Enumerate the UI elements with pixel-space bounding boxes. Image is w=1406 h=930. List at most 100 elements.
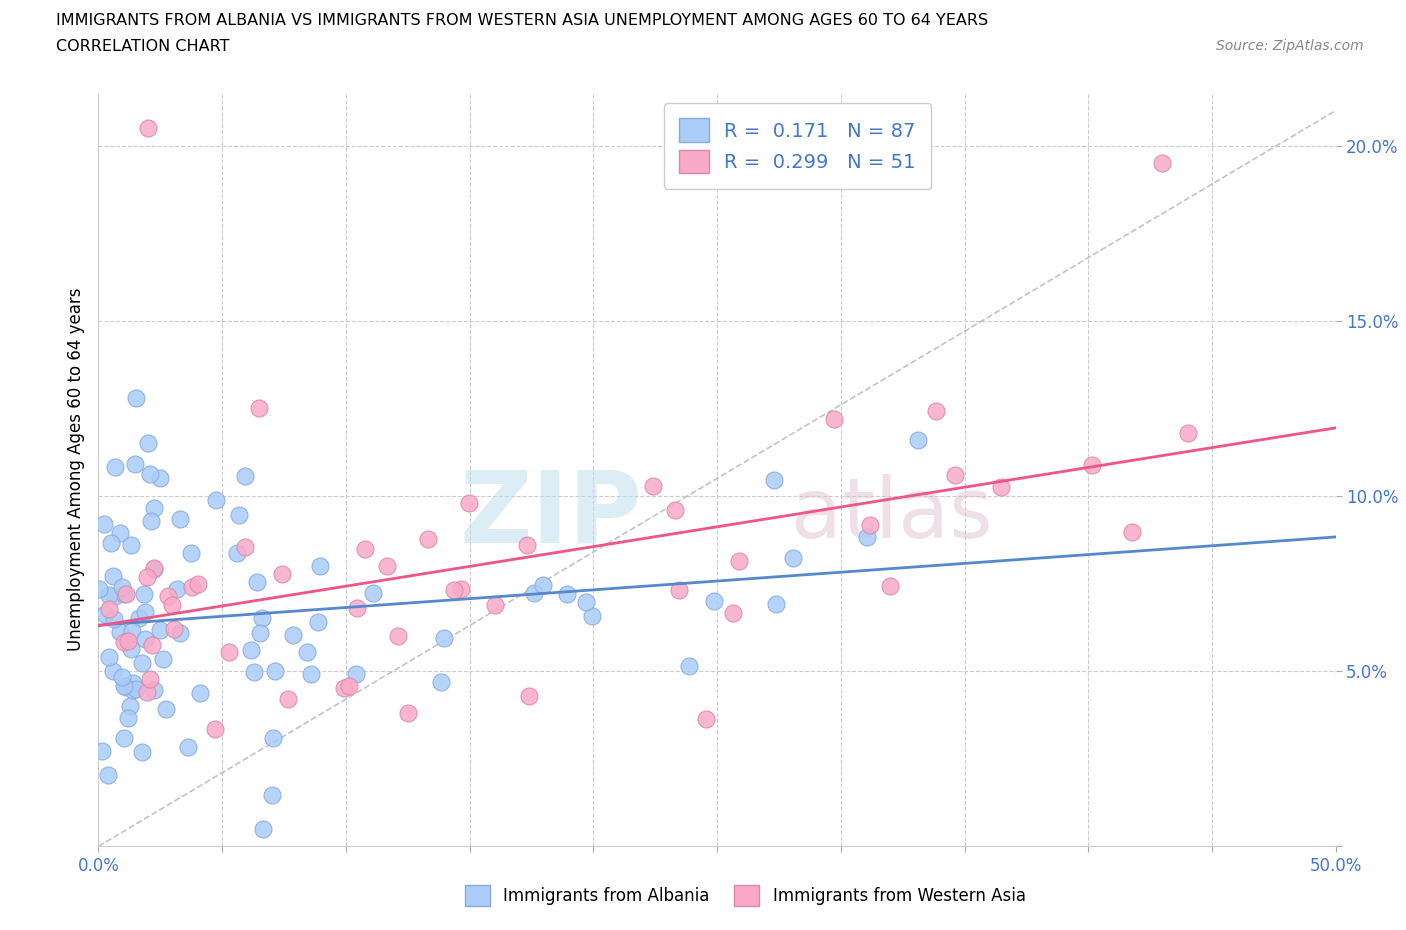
Point	[375, 558, 398, 573]
Point	[823, 412, 845, 427]
Point	[142, 561, 165, 576]
Point	[139, 467, 162, 482]
Point	[246, 575, 269, 590]
Point	[727, 553, 749, 568]
Point	[108, 625, 131, 640]
Point	[484, 598, 506, 613]
Text: ZIP: ZIP	[460, 466, 643, 564]
Point	[149, 623, 172, 638]
Point	[100, 536, 122, 551]
Point	[181, 579, 204, 594]
Point	[114, 635, 136, 650]
Point	[531, 578, 554, 592]
Point	[703, 593, 725, 608]
Point	[252, 611, 274, 626]
Point	[555, 587, 578, 602]
Point	[112, 587, 135, 602]
Point	[333, 681, 356, 696]
Point	[104, 588, 127, 603]
Point	[283, 627, 305, 642]
Point	[695, 711, 717, 726]
Point	[678, 658, 700, 673]
Point	[299, 666, 322, 681]
Point	[136, 436, 159, 451]
Point	[188, 685, 211, 700]
Text: atlas: atlas	[792, 474, 993, 555]
Point	[225, 545, 247, 560]
Point	[523, 585, 546, 600]
Point	[149, 471, 172, 485]
Point	[517, 688, 540, 703]
Point	[855, 530, 877, 545]
Point	[141, 513, 163, 528]
Point	[859, 517, 882, 532]
Point	[136, 121, 159, 136]
Point	[124, 391, 146, 405]
Point	[782, 551, 804, 565]
Point	[157, 588, 180, 603]
Point	[943, 468, 966, 483]
Point	[295, 644, 318, 659]
Point	[125, 682, 148, 697]
Point	[101, 568, 124, 583]
Point	[180, 546, 202, 561]
Point	[122, 683, 145, 698]
Y-axis label: Unemployment Among Ages 60 to 64 years: Unemployment Among Ages 60 to 64 years	[66, 288, 84, 651]
Point	[641, 478, 664, 493]
Point	[239, 643, 262, 658]
Point	[98, 602, 121, 617]
Point	[93, 517, 115, 532]
Point	[416, 531, 439, 546]
Point	[990, 480, 1012, 495]
Point	[94, 606, 117, 621]
Point	[103, 612, 125, 627]
Point	[177, 739, 200, 754]
Point	[433, 631, 456, 645]
Point	[141, 637, 163, 652]
Point	[450, 582, 472, 597]
Point	[668, 582, 690, 597]
Point	[271, 567, 294, 582]
Point	[87, 582, 110, 597]
Point	[361, 586, 384, 601]
Point	[160, 598, 183, 613]
Point	[91, 743, 114, 758]
Point	[114, 587, 136, 602]
Point	[262, 731, 284, 746]
Text: Source: ZipAtlas.com: Source: ZipAtlas.com	[1216, 39, 1364, 53]
Point	[152, 651, 174, 666]
Point	[97, 767, 120, 782]
Point	[112, 679, 135, 694]
Point	[124, 457, 146, 472]
Point	[458, 496, 481, 511]
Point	[387, 629, 409, 644]
Point	[120, 538, 142, 552]
Point	[1177, 426, 1199, 441]
Point	[581, 608, 603, 623]
Point	[721, 605, 744, 620]
Point	[309, 558, 332, 573]
Point	[134, 632, 156, 647]
Point	[765, 597, 787, 612]
Point	[97, 649, 120, 664]
Point	[117, 633, 139, 648]
Point	[925, 404, 948, 418]
Point	[307, 615, 329, 630]
Point	[205, 493, 228, 508]
Point	[136, 569, 159, 584]
Point	[111, 579, 134, 594]
Point	[169, 512, 191, 526]
Point	[101, 664, 124, 679]
Point	[575, 594, 598, 609]
Point	[143, 683, 166, 698]
Point	[337, 679, 360, 694]
Legend: Immigrants from Albania, Immigrants from Western Asia: Immigrants from Albania, Immigrants from…	[458, 879, 1032, 912]
Point	[354, 541, 377, 556]
Point	[249, 626, 271, 641]
Text: CORRELATION CHART: CORRELATION CHART	[56, 39, 229, 54]
Point	[218, 644, 240, 659]
Point	[443, 583, 465, 598]
Point	[163, 621, 186, 636]
Point	[142, 562, 165, 577]
Point	[762, 472, 785, 487]
